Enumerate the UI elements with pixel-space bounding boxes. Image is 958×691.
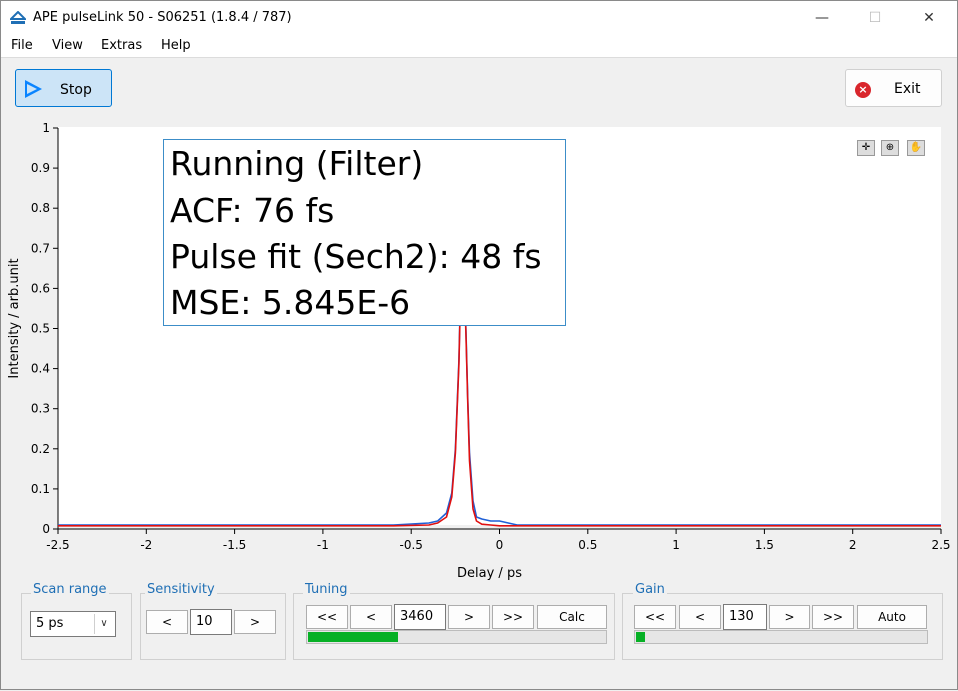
menu-view[interactable]: View — [52, 38, 83, 53]
sensitivity-increase-button[interactable]: > — [234, 610, 276, 634]
y-tick-label-2: 0.2 — [31, 442, 50, 456]
pan-hand-icon[interactable]: ✋ — [907, 140, 925, 156]
tuning-fast-decrease-button[interactable]: << — [306, 605, 348, 629]
stop-button[interactable]: Stop — [15, 69, 112, 107]
gain-progress-fill — [636, 632, 645, 642]
status-pulse-fit: Pulse fit (Sech2): 48 fs — [170, 237, 542, 276]
menu-bar: File View Extras Help — [1, 35, 957, 57]
x-tick-label-9: 2 — [849, 538, 857, 552]
close-button[interactable]: ✕ — [923, 10, 935, 26]
tuning-increase-button[interactable]: > — [448, 605, 490, 629]
gain-fast-increase-button[interactable]: >> — [812, 605, 854, 629]
exit-icon: × — [855, 82, 871, 98]
play-icon-inner — [27, 84, 37, 94]
tuning-label: Tuning — [303, 582, 350, 597]
y-tick-label-10: 1 — [42, 121, 50, 135]
gain-decrease-button[interactable]: < — [679, 605, 721, 629]
y-tick-label-9: 0.9 — [31, 161, 50, 175]
x-tick-label-6: 0.5 — [578, 538, 597, 552]
y-tick-label-4: 0.4 — [31, 362, 50, 376]
maximize-button[interactable]: ☐ — [868, 10, 882, 26]
y-tick-label-1: 0.1 — [31, 482, 50, 496]
zoom-icon[interactable]: ⊕ — [881, 140, 899, 156]
title-bar: APE pulseLink 50 - S06251 (1.8.4 / 787) … — [1, 1, 957, 35]
gain-progress — [634, 630, 928, 644]
ape-logo-icon — [10, 11, 26, 24]
status-box: Running (Filter) ACF: 76 fs Pulse fit (S… — [163, 139, 566, 326]
window-title: APE pulseLink 50 - S06251 (1.8.4 / 787) — [33, 10, 292, 25]
status-mse: MSE: 5.845E-6 — [170, 283, 411, 322]
minimize-button[interactable]: — — [815, 10, 829, 26]
x-axis-label: Delay / ps — [457, 566, 522, 581]
tuning-fast-increase-button[interactable]: >> — [492, 605, 534, 629]
status-acf: ACF: 76 fs — [170, 191, 335, 230]
x-tick-label-0: -2.5 — [46, 538, 69, 552]
menu-extras[interactable]: Extras — [101, 38, 143, 53]
x-tick-label-10: 2.5 — [931, 538, 950, 552]
sensitivity-decrease-button[interactable]: < — [146, 610, 188, 634]
y-tick-label-7: 0.7 — [31, 241, 50, 255]
y-axis-label: Intensity / arb.unit — [7, 258, 22, 378]
gain-fast-decrease-button[interactable]: << — [634, 605, 676, 629]
auto-button[interactable]: Auto — [857, 605, 927, 629]
sensitivity-label: Sensitivity — [145, 582, 217, 597]
x-tick-label-8: 1.5 — [755, 538, 774, 552]
gain-label: Gain — [633, 582, 667, 597]
x-tick-label-3: -1 — [317, 538, 329, 552]
y-tick-label-8: 0.8 — [31, 201, 50, 215]
menu-help[interactable]: Help — [161, 38, 191, 53]
stop-button-label: Stop — [60, 82, 92, 98]
menu-divider — [1, 57, 957, 58]
y-tick-label-6: 0.6 — [31, 281, 50, 295]
scan-range-value: 5 ps — [36, 616, 64, 631]
calc-button[interactable]: Calc — [537, 605, 607, 629]
gain-group — [622, 593, 943, 660]
x-tick-label-7: 1 — [672, 538, 680, 552]
exit-button[interactable]: × Exit — [845, 69, 942, 107]
tuning-group — [293, 593, 615, 660]
sensitivity-field[interactable]: 10 — [190, 609, 232, 635]
tuning-decrease-button[interactable]: < — [350, 605, 392, 629]
chevron-down-icon: ∨ — [94, 614, 113, 634]
tuning-progress-fill — [308, 632, 398, 642]
x-tick-label-4: -0.5 — [399, 538, 422, 552]
x-tick-label-1: -2 — [140, 538, 152, 552]
gain-field[interactable]: 130 — [723, 604, 767, 630]
scan-range-label: Scan range — [31, 582, 109, 597]
x-tick-label-2: -1.5 — [223, 538, 246, 552]
menu-file[interactable]: File — [11, 38, 33, 53]
crosshair-icon[interactable]: ✛ — [857, 140, 875, 156]
y-tick-label-0: 0 — [42, 522, 50, 536]
status-running: Running (Filter) — [170, 144, 424, 183]
scan-range-select[interactable]: 5 ps ∨ — [30, 611, 116, 637]
gain-increase-button[interactable]: > — [769, 605, 810, 629]
exit-button-label: Exit — [894, 81, 921, 97]
x-tick-label-5: 0 — [496, 538, 504, 552]
y-tick-label-3: 0.3 — [31, 402, 50, 416]
y-tick-label-5: 0.5 — [31, 322, 50, 336]
tuning-field[interactable]: 3460 — [394, 604, 446, 630]
tuning-progress — [306, 630, 607, 644]
